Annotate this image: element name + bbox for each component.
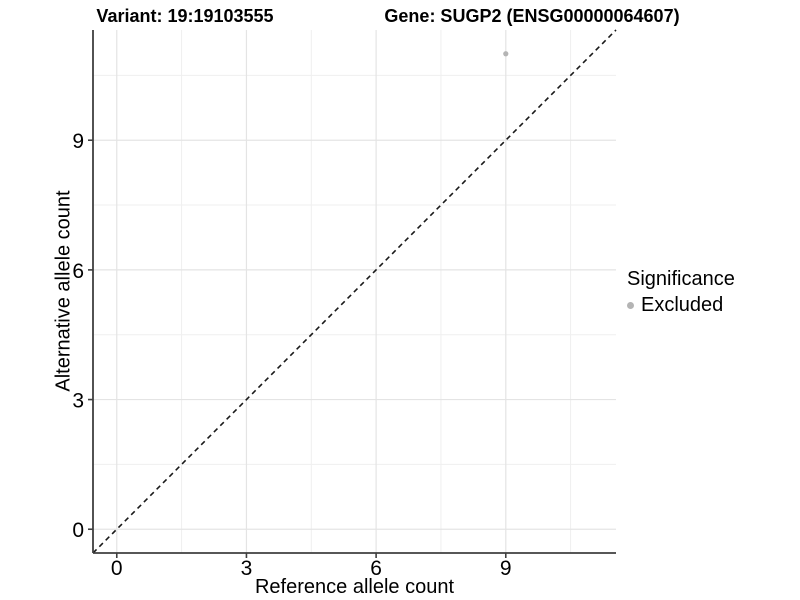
- legend-entry-label: Excluded: [641, 294, 724, 316]
- svg-text:3: 3: [241, 557, 253, 580]
- gene-title: Gene: SUGP2 (ENSG00000064607): [384, 6, 680, 26]
- variant-title: Variant: 19:19103555: [96, 6, 274, 26]
- legend-title: Significance: [627, 268, 735, 290]
- y-axis-title: Alternative allele count: [52, 190, 75, 392]
- legend-entry-excluded: Excluded: [627, 294, 735, 317]
- svg-text:6: 6: [370, 557, 382, 580]
- svg-text:3: 3: [72, 390, 84, 413]
- svg-text:0: 0: [111, 557, 123, 580]
- svg-text:0: 0: [72, 519, 84, 542]
- svg-text:9: 9: [500, 557, 512, 580]
- x-axis-title: Reference allele count: [254, 576, 454, 598]
- legend: Significance Excluded: [627, 268, 735, 317]
- svg-text:6: 6: [72, 260, 84, 283]
- legend-point-icon: [627, 302, 634, 309]
- svg-text:9: 9: [72, 130, 84, 153]
